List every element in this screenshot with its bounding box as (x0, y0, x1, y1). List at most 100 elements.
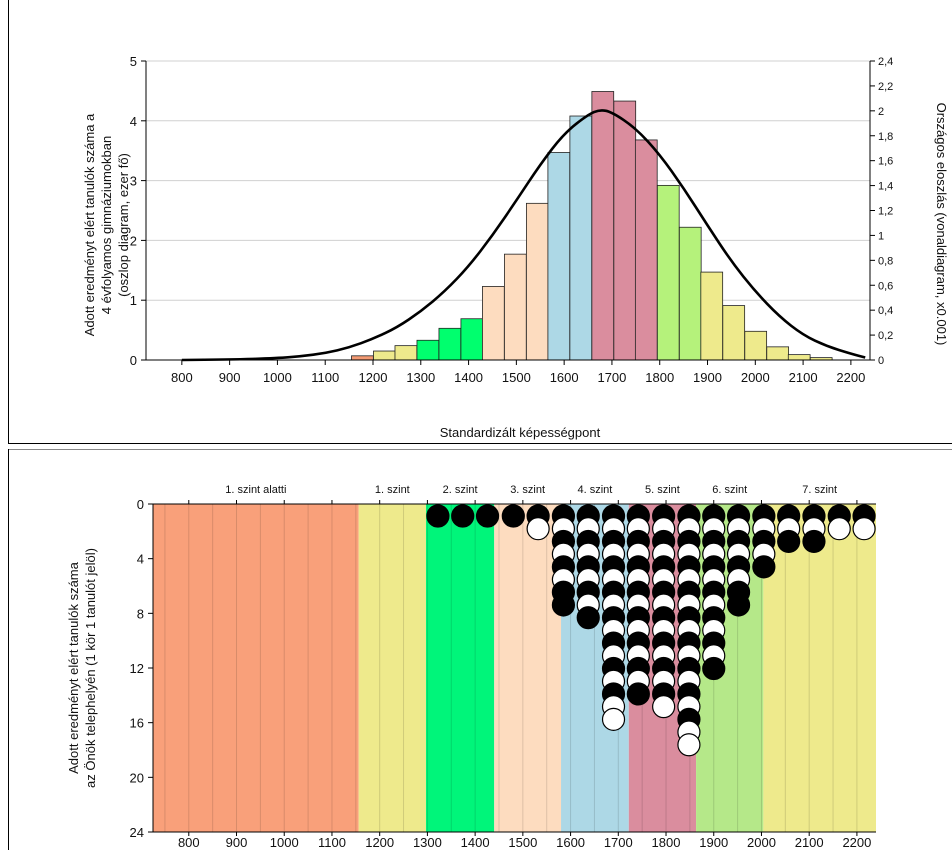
top-x-tick-label: 2200 (836, 370, 865, 385)
student-dot (726, 593, 751, 617)
histogram-bar (525, 202, 549, 361)
bottom-x-tick-label: 1700 (604, 835, 633, 850)
top-x-tick-label: 800 (171, 370, 193, 385)
level-band (494, 504, 562, 832)
histogram-bar (722, 305, 746, 361)
bottom-x-tick-label: 1400 (461, 835, 490, 850)
student-dot (752, 555, 776, 579)
top-y-tick-label: 3 (130, 174, 137, 189)
student-dot (777, 529, 801, 554)
histogram-bar (766, 346, 790, 361)
level-band-label: 1. szint alatti (225, 484, 286, 496)
bottom-x-tick-label: 1000 (270, 835, 299, 850)
top-y-tick-label: 2 (130, 233, 137, 248)
top-y2-tick-label: 1,4 (878, 181, 893, 193)
level-band-label: 6. szint (712, 484, 747, 496)
student-dot (626, 682, 650, 706)
top-y-axis-label-line-3: (oszlop diagram, ezer fő) (116, 153, 131, 297)
bottom-chart-axis-labels: Adott eredményt elért tanulók száma az Ö… (66, 548, 98, 788)
top-y-axis-label-line-1: Adott eredményt elért tanulók száma a (82, 113, 97, 336)
bottom-y-axis-label-line-1: Adott eredményt elért tanulók száma (66, 561, 81, 773)
histogram-bar (460, 318, 484, 361)
histogram-bar (438, 327, 462, 361)
bottom-y-tick-label: 12 (130, 661, 144, 676)
student-dot (852, 517, 876, 541)
bottom-x-tick-label: 1200 (365, 835, 394, 850)
level-band (763, 504, 876, 832)
top-x-tick-label: 900 (219, 370, 241, 385)
national-distribution-line (181, 109, 866, 362)
top-y-tick-label: 1 (130, 293, 137, 308)
histogram-bar (373, 350, 396, 361)
top-y-axis-label-line-2: 4 évfolyamos gimnáziumokban (99, 136, 114, 314)
top-y2-tick-label: 1,8 (878, 131, 893, 143)
histogram-bar (394, 345, 418, 361)
level-band-label: 2. szint (443, 484, 478, 496)
student-dot (827, 517, 851, 541)
histogram-bar (656, 184, 680, 361)
bottom-chart-axes: 0 4 8 12 16 20 24 800 900 1000 1100 1200 1300 1400 150… (130, 497, 876, 850)
bottom-x-tick-label: 1300 (413, 835, 442, 850)
student-dot (451, 504, 475, 528)
student-dot (702, 656, 726, 681)
histogram-bar (351, 355, 374, 361)
level-band-label: 1. szint (375, 484, 410, 496)
student-dot (475, 504, 500, 528)
top-x-tick-label: 1800 (645, 370, 674, 385)
student-dot (501, 504, 525, 528)
top-chart-axis-labels: Standardizált képességpont Adott eredmén… (82, 103, 949, 440)
histogram-bar (416, 339, 440, 361)
top-y2-tick-label: 0,4 (878, 305, 893, 317)
top-y2-tick-label: 1,6 (878, 156, 893, 168)
bottom-y-tick-label: 16 (130, 716, 144, 731)
top-y2-tick-label: 2,4 (878, 56, 893, 68)
student-dot (677, 733, 701, 757)
top-chart-bars (351, 91, 833, 361)
student-dot (601, 707, 626, 731)
top-x-tick-label: 1300 (406, 370, 435, 385)
top-y2-tick-label: 1 (878, 230, 884, 242)
top-y2-tick-label: 0,6 (878, 280, 893, 292)
bottom-chart-dots (426, 504, 876, 757)
bottom-y-tick-label: 24 (130, 825, 144, 840)
bottom-x-tick-label: 2000 (747, 835, 776, 850)
student-dot (802, 529, 826, 554)
level-band-label: 7. szint (802, 484, 837, 496)
top-y2-tick-label: 2 (878, 106, 884, 118)
histogram-bar (700, 271, 724, 361)
top-y2-tick-label: 2,2 (878, 81, 893, 93)
bottom-y-tick-label: 4 (137, 552, 144, 567)
top-x-tick-label: 1500 (502, 370, 531, 385)
histogram-bar (569, 115, 593, 361)
top-y2-tick-label: 0 (878, 355, 884, 367)
level-band-label: 4. szint (577, 484, 612, 496)
top-y2-tick-label: 0,8 (878, 255, 893, 267)
bottom-x-tick-label: 900 (226, 835, 248, 850)
bottom-y-tick-label: 8 (137, 606, 144, 621)
bottom-x-tick-label: 1900 (699, 835, 728, 850)
top-x-axis-label: Standardizált képességpont (440, 425, 601, 440)
histogram-bar (744, 330, 768, 361)
level-band-label: 3. szint (510, 484, 545, 496)
top-x-tick-label: 1000 (263, 370, 292, 385)
histogram-bar (787, 354, 811, 361)
level-band (358, 504, 426, 832)
top-x-tick-label: 1900 (693, 370, 722, 385)
top-y-tick-label: 5 (130, 54, 137, 69)
student-dot (551, 593, 576, 617)
student-dot (526, 517, 550, 541)
top-y2-tick-label: 0,2 (878, 330, 893, 342)
bottom-x-tick-label: 1800 (652, 835, 681, 850)
bottom-x-tick-label: 2100 (795, 835, 824, 850)
histogram-bar (634, 139, 658, 361)
bottom-x-tick-label: 2200 (842, 835, 871, 850)
top-x-tick-label: 1200 (359, 370, 388, 385)
histogram-bar (482, 286, 505, 361)
top-y-tick-label: 4 (130, 114, 137, 129)
top-x-tick-label: 2000 (741, 370, 770, 385)
top-x-tick-label: 1700 (597, 370, 626, 385)
top-x-tick-label: 1400 (454, 370, 483, 385)
top-chart-axes: 0 1 2 3 4 5 0 0,2 0,4 0,6 0,8 1 1,2 1,4 1,6 1,8 2 2,2 2,4 8… (130, 54, 894, 385)
student-dot (576, 606, 600, 630)
